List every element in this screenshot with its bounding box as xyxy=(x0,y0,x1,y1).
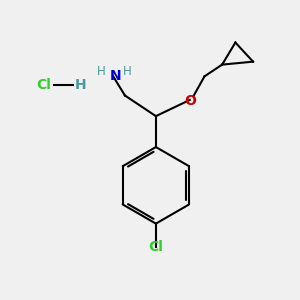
Text: O: O xyxy=(184,94,196,108)
Text: N: N xyxy=(110,69,122,83)
Text: H: H xyxy=(75,78,87,92)
Text: Cl: Cl xyxy=(148,240,163,254)
Text: H: H xyxy=(97,64,105,78)
Text: Cl: Cl xyxy=(37,78,51,92)
Text: H: H xyxy=(123,64,132,78)
